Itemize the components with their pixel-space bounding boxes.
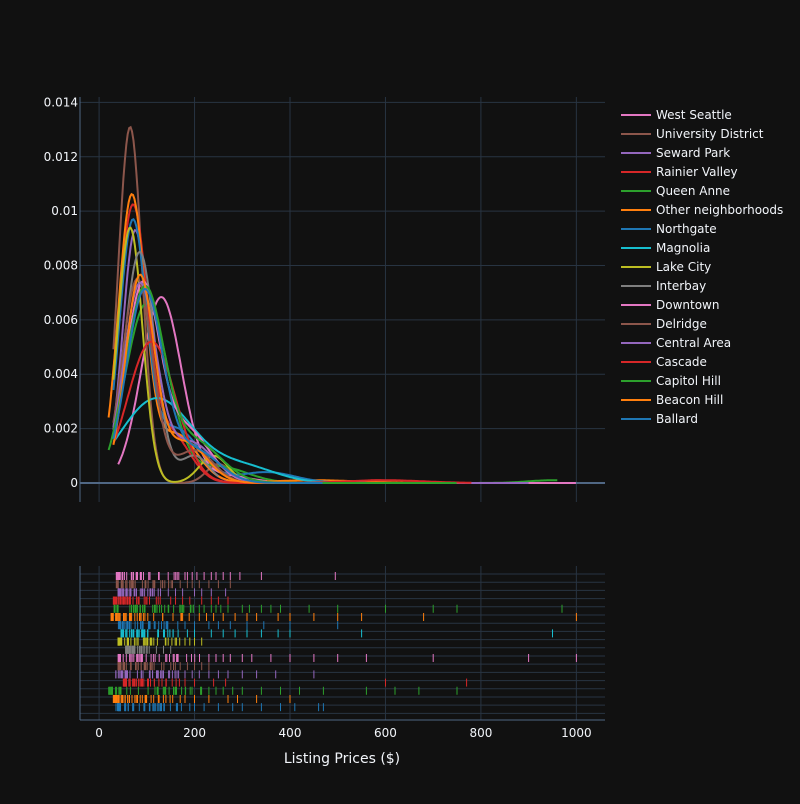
legend-item[interactable]: Magnolia: [621, 241, 710, 255]
legend-label: University District: [656, 127, 764, 141]
main-axes: 0 0.002 0.004 0.006 0.008 0.01 0.012 0.014: [44, 95, 81, 502]
legend-label: Magnolia: [656, 241, 710, 255]
y-tick-label: 0: [70, 476, 78, 490]
legend-label: Capitol Hill: [656, 374, 721, 388]
legend-item[interactable]: Interbay: [621, 279, 706, 293]
x-tick-label: 400: [279, 726, 302, 740]
legend-item[interactable]: Beacon Hill: [621, 393, 723, 407]
legend-label: Beacon Hill: [656, 393, 723, 407]
legend-item[interactable]: Seward Park: [621, 146, 730, 160]
y-tick-label: 0.014: [44, 95, 78, 109]
x-tick-label: 0: [95, 726, 103, 740]
x-axis-title: Listing Prices ($): [284, 751, 400, 767]
rug-plot: [108, 572, 577, 712]
y-tick-label: 0.008: [44, 259, 78, 273]
legend-label: Other neighborhoods: [656, 203, 783, 217]
y-tick-label: 0.004: [44, 367, 78, 381]
density-line: [112, 287, 323, 484]
legend-item[interactable]: Central Area: [621, 336, 731, 350]
legend-label: Central Area: [656, 336, 731, 350]
density-curves: [107, 125, 576, 484]
legend-item[interactable]: Lake City: [621, 260, 711, 274]
x-tick-label: 200: [183, 726, 206, 740]
x-tick-label: 1000: [561, 726, 592, 740]
legend-item[interactable]: Queen Anne: [621, 184, 730, 198]
legend-label: Downtown: [656, 298, 719, 312]
legend-item[interactable]: Northgate: [621, 222, 717, 236]
y-tick-label: 0.01: [51, 204, 78, 218]
legend-label: Ballard: [656, 412, 698, 426]
density-line: [117, 250, 220, 477]
legend-label: Cascade: [656, 355, 707, 369]
legend-label: Seward Park: [656, 146, 730, 160]
legend-item[interactable]: Capitol Hill: [621, 374, 721, 388]
y-tick-label: 0.012: [44, 150, 78, 164]
x-tick-label: 800: [469, 726, 492, 740]
rug-axes: 0 200 400 600 800 1000: [79, 566, 605, 740]
legend-item[interactable]: Other neighborhoods: [621, 203, 783, 217]
legend-item[interactable]: Cascade: [621, 355, 707, 369]
legend-item[interactable]: University District: [621, 127, 764, 141]
legend-label: Lake City: [656, 260, 711, 274]
legend-label: Interbay: [656, 279, 706, 293]
legend[interactable]: West Seattle University District Seward Pa…: [621, 108, 783, 426]
legend-label: Queen Anne: [656, 184, 730, 198]
legend-label: Rainier Valley: [656, 165, 738, 179]
x-tick-label: 600: [374, 726, 397, 740]
legend-item[interactable]: Downtown: [621, 298, 719, 312]
legend-item[interactable]: Rainier Valley: [621, 165, 738, 179]
y-tick-label: 0.002: [44, 422, 78, 436]
legend-item[interactable]: Delridge: [621, 317, 707, 331]
legend-label: Northgate: [656, 222, 717, 236]
legend-item[interactable]: West Seattle: [621, 108, 732, 122]
y-tick-label: 0.006: [44, 313, 78, 327]
legend-label: Delridge: [656, 317, 707, 331]
legend-label: West Seattle: [656, 108, 732, 122]
legend-item[interactable]: Ballard: [621, 412, 698, 426]
